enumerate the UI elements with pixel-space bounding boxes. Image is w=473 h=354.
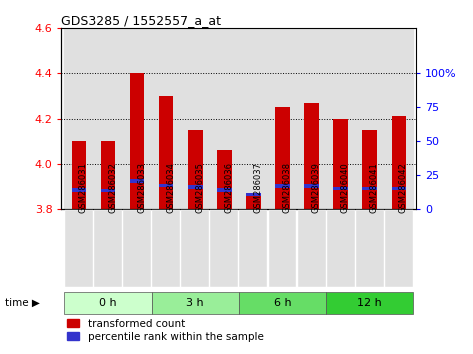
Bar (297, 28, 326, 209)
FancyBboxPatch shape (152, 291, 239, 314)
FancyBboxPatch shape (385, 210, 413, 287)
Bar (130, 179, 144, 183)
Text: GSM286041: GSM286041 (370, 162, 379, 213)
Bar (101, 141, 115, 209)
Bar (159, 96, 174, 209)
Bar (362, 187, 377, 190)
Bar (123, 28, 152, 209)
Bar (333, 119, 348, 209)
Bar (101, 189, 115, 192)
Bar (181, 28, 210, 209)
Text: GSM286034: GSM286034 (166, 162, 175, 213)
Bar (130, 73, 144, 209)
Text: 0 h: 0 h (99, 298, 117, 308)
FancyBboxPatch shape (181, 210, 209, 287)
Bar (326, 28, 355, 209)
Bar (217, 150, 232, 209)
Bar (239, 28, 268, 209)
FancyBboxPatch shape (94, 210, 122, 287)
Text: 3 h: 3 h (186, 298, 204, 308)
Bar (72, 141, 86, 209)
Text: GDS3285 / 1552557_a_at: GDS3285 / 1552557_a_at (61, 14, 221, 27)
Bar (355, 28, 384, 209)
Text: GSM286038: GSM286038 (282, 162, 291, 213)
FancyBboxPatch shape (123, 210, 151, 287)
Bar (304, 103, 319, 209)
Bar (217, 188, 232, 192)
Bar (392, 187, 406, 190)
FancyBboxPatch shape (356, 210, 384, 287)
Bar (384, 28, 413, 209)
Text: GSM286042: GSM286042 (399, 162, 408, 213)
Bar (362, 130, 377, 209)
FancyBboxPatch shape (269, 210, 297, 287)
Bar (94, 28, 123, 209)
FancyBboxPatch shape (298, 210, 325, 287)
Text: time ▶: time ▶ (5, 298, 40, 308)
Text: GSM286036: GSM286036 (224, 162, 233, 213)
Bar (188, 130, 202, 209)
Text: GSM286039: GSM286039 (312, 162, 321, 213)
Text: GSM286040: GSM286040 (341, 162, 350, 213)
Text: GSM286035: GSM286035 (195, 162, 204, 213)
Bar (64, 28, 94, 209)
Legend: transformed count, percentile rank within the sample: transformed count, percentile rank withi… (67, 319, 263, 342)
Bar (246, 193, 261, 196)
Bar (72, 188, 86, 192)
Bar (159, 184, 174, 187)
Text: GSM286037: GSM286037 (254, 162, 263, 213)
Text: GSM286031: GSM286031 (79, 162, 88, 213)
FancyBboxPatch shape (210, 210, 238, 287)
FancyBboxPatch shape (152, 210, 180, 287)
Bar (246, 193, 261, 209)
Text: GSM286033: GSM286033 (137, 162, 146, 213)
Text: 6 h: 6 h (274, 298, 291, 308)
FancyBboxPatch shape (239, 291, 326, 314)
Bar (333, 187, 348, 190)
Bar (304, 184, 319, 188)
Bar (392, 116, 406, 209)
Bar (152, 28, 181, 209)
Bar (275, 107, 290, 209)
Bar (188, 185, 202, 189)
Bar (210, 28, 239, 209)
Bar (275, 184, 290, 188)
Text: 12 h: 12 h (357, 298, 382, 308)
FancyBboxPatch shape (239, 210, 267, 287)
FancyBboxPatch shape (326, 291, 413, 314)
FancyBboxPatch shape (65, 210, 93, 287)
FancyBboxPatch shape (327, 210, 355, 287)
Text: GSM286032: GSM286032 (108, 162, 117, 213)
Bar (268, 28, 297, 209)
FancyBboxPatch shape (64, 291, 152, 314)
